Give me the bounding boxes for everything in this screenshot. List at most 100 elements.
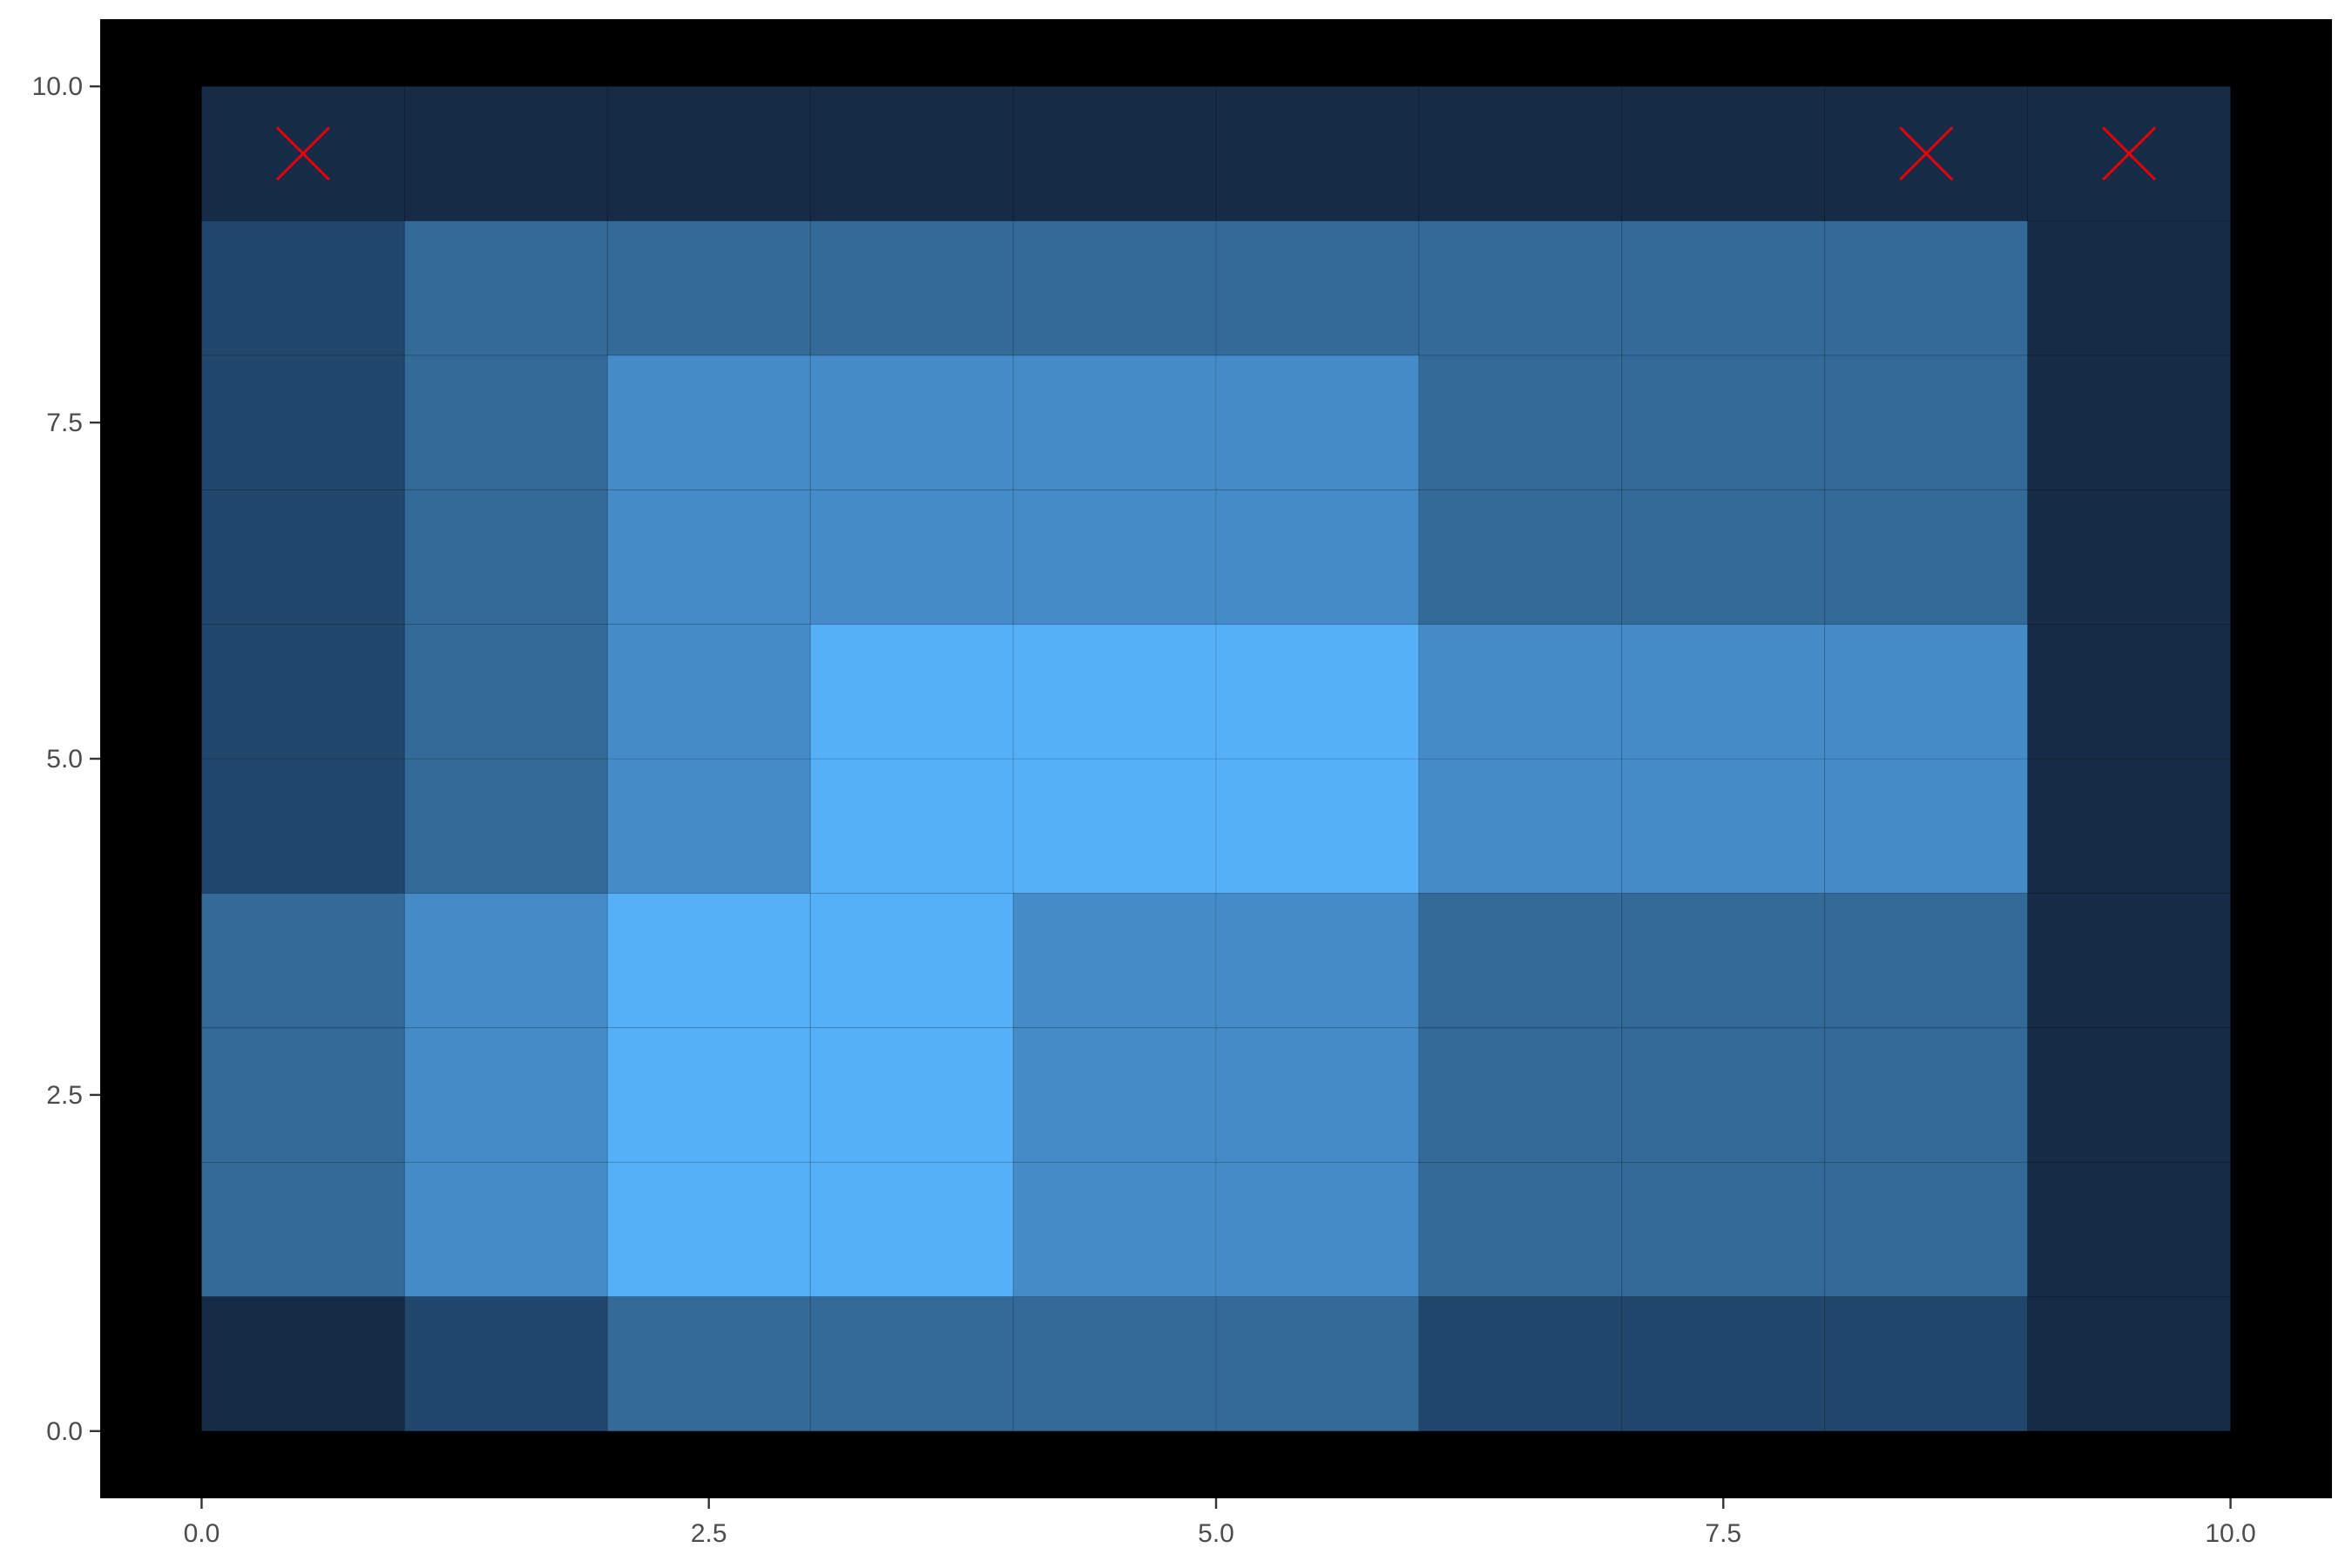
x-marker: [275, 126, 330, 181]
heatmap-cell: [2027, 1027, 2232, 1163]
heatmap-cell: [2027, 758, 2232, 894]
heatmap-cell: [606, 220, 811, 356]
x-tick-label: 10.0: [2205, 1519, 2255, 1548]
heatmap-cell: [1215, 85, 1420, 222]
heatmap-cell: [809, 489, 1014, 625]
heatmap-cell: [200, 1027, 405, 1163]
heatmap-cell: [1621, 85, 1826, 222]
heatmap-cell: [200, 220, 405, 356]
heatmap-cell: [2027, 892, 2232, 1029]
heatmap-cell: [200, 489, 405, 625]
heatmap-cell: [1621, 892, 1826, 1029]
heatmap-cell: [2027, 1295, 2232, 1432]
heatmap-cell: [1012, 220, 1217, 356]
y-tick-label: 5.0: [46, 745, 83, 774]
heatmap-cell: [809, 1027, 1014, 1163]
x-marker: [2102, 126, 2157, 181]
x-tick-label: 5.0: [1198, 1519, 1234, 1548]
heatmap-cell: [606, 892, 811, 1029]
heatmap-cell: [200, 1295, 405, 1432]
heatmap-cell: [403, 355, 608, 490]
heatmap-cell: [1215, 624, 1420, 760]
heatmap-cell: [1012, 1295, 1217, 1432]
y-axis: 0.0 2.5 5.0 7.5 10.0: [32, 72, 100, 1446]
heatmap-cell: [1418, 892, 1623, 1029]
heatmap-cell: [1012, 85, 1217, 222]
heatmap-cell: [1621, 624, 1826, 760]
heatmap-cell: [1824, 355, 2029, 490]
heatmap-cell: [1215, 1027, 1420, 1163]
heatmap-cell: [809, 758, 1014, 894]
heatmap-cell: [809, 892, 1014, 1029]
heatmap-cell: [1418, 355, 1623, 490]
heatmap-cell: [809, 355, 1014, 490]
heatmap-cell: [2027, 624, 2232, 760]
heatmap-cell: [1824, 1161, 2029, 1297]
heatmap-cell: [1824, 1027, 2029, 1163]
heatmap-cell: [606, 624, 811, 760]
x-axis: 0.0 2.5 5.0 7.5 10.0: [184, 1498, 2256, 1548]
heatmap-cell: [1621, 489, 1826, 625]
heatmap-cell: [200, 1161, 405, 1297]
y-tick-label: 7.5: [46, 409, 83, 437]
heatmap-cell: [606, 1295, 811, 1432]
heatmap-cell: [1621, 355, 1826, 490]
heatmap-cell: [403, 624, 608, 760]
heatmap-cell: [809, 220, 1014, 356]
heatmap-cell: [1012, 1027, 1217, 1163]
heatmap-cell: [1418, 624, 1623, 760]
heatmap-cell: [2027, 355, 2232, 490]
heatmap-cell: [1215, 1295, 1420, 1432]
heatmap-cell: [1215, 1161, 1420, 1297]
heatmap-cell: [1621, 220, 1826, 356]
heatmap-cell: [2027, 1161, 2232, 1297]
heatmap-cell: [606, 355, 811, 490]
heatmap-cell: [200, 624, 405, 760]
x-marker: [1899, 126, 1954, 181]
heatmap-cell: [1215, 489, 1420, 625]
heatmap-cell: [403, 220, 608, 356]
heatmap-cell: [403, 892, 608, 1029]
heatmap-cell: [403, 489, 608, 625]
heatmap-cell: [1824, 758, 2029, 894]
heatmap-cell: [1012, 1161, 1217, 1297]
heatmap-cell: [1012, 758, 1217, 894]
heatmap-cell: [809, 1161, 1014, 1297]
heatmap-cell: [606, 489, 811, 625]
heatmap-cell: [1621, 1027, 1826, 1163]
heatmap-cell: [1418, 1161, 1623, 1297]
heatmap-cell: [1621, 1295, 1826, 1432]
heatmap-cell: [1418, 489, 1623, 625]
heatmap-cell: [1418, 1027, 1623, 1163]
heatmap-cell: [200, 758, 405, 894]
heatmap-cell: [2027, 489, 2232, 625]
heatmap-cell: [403, 758, 608, 894]
x-tick-label: 2.5: [691, 1519, 727, 1548]
heatmap-cell: [606, 85, 811, 222]
heatmap-cell: [809, 624, 1014, 760]
heatmap-cell: [1215, 355, 1420, 490]
heatmap-cell: [1012, 892, 1217, 1029]
heatmap-cell: [809, 85, 1014, 222]
heatmap-cell: [1621, 1161, 1826, 1297]
heatmap-cell: [606, 1027, 811, 1163]
x-markers: [275, 126, 2157, 181]
heatmap-cell: [1824, 220, 2029, 356]
heatmap-cell: [1215, 758, 1420, 894]
heatmap-cell: [403, 1295, 608, 1432]
heatmap-cell: [1012, 624, 1217, 760]
heatmap-cell: [606, 758, 811, 894]
y-tick-label: 2.5: [46, 1081, 83, 1110]
y-tick-label: 10.0: [32, 72, 83, 101]
heatmap-cell: [200, 892, 405, 1029]
heatmap-cell: [1418, 220, 1623, 356]
heatmap-cell: [200, 355, 405, 490]
heatmap-cell: [1215, 892, 1420, 1029]
heatmap-cell: [1418, 1295, 1623, 1432]
x-tick-label: 0.0: [184, 1519, 220, 1548]
heatmap-cell: [1824, 892, 2029, 1029]
heatmap-cell: [2027, 220, 2232, 356]
heatmap-cell: [1824, 1295, 2029, 1432]
heatmap-cell: [1418, 85, 1623, 222]
